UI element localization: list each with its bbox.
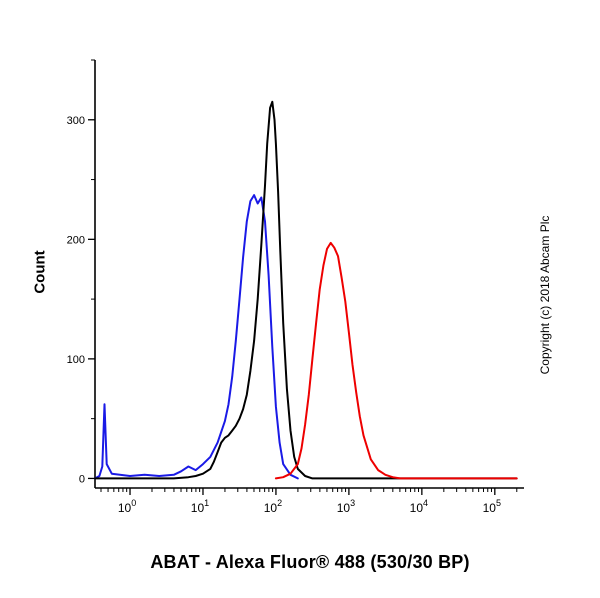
x-tick-label: 103 [337,498,355,515]
histogram-plot: 100 101 102 103 104 105 0 100 200 300 [67,59,524,515]
copyright-text: Copyright (c) 2018 Abcam Plc [538,215,552,375]
y-tick-label: 300 [67,115,85,127]
x-tick-label: 105 [483,498,501,515]
x-tick-label: 104 [410,498,428,515]
x-tick-label: 101 [191,498,209,515]
x-tick-label: 100 [118,498,136,515]
y-tick-label: 0 [79,473,85,485]
y-axis-title: Count [31,250,49,294]
series-black-control-curve [94,100,518,480]
series-red-sample-curve [274,241,518,480]
y-tick-label: 200 [67,234,85,246]
y-tick-label: 100 [67,354,85,366]
x-tick-label: 102 [264,498,282,515]
series-blue-control-curve [94,194,299,480]
chart-title: ABAT - Alexa Fluor® 488 (530/30 BP) [150,552,470,572]
